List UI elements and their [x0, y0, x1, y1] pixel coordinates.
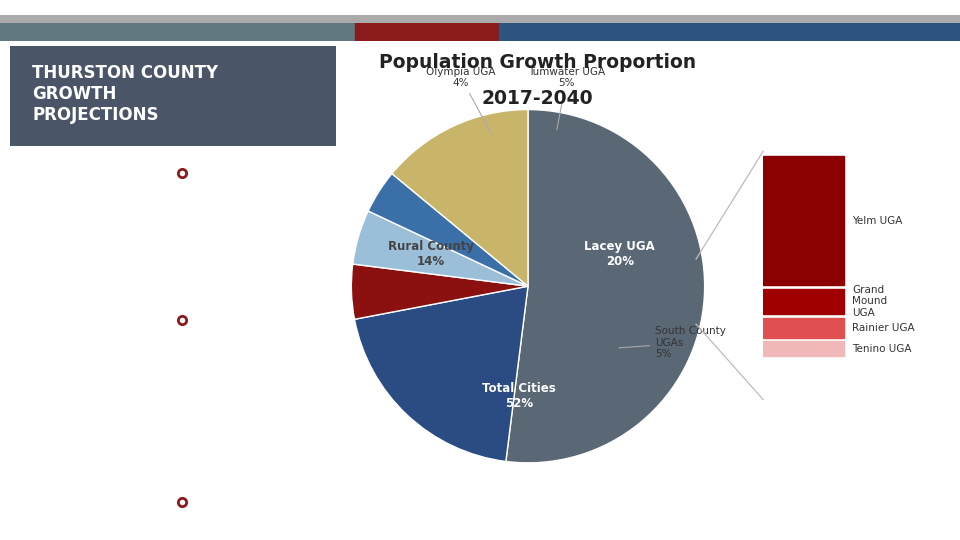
- Text: Population Growth Proportion: Population Growth Proportion: [379, 53, 696, 72]
- Bar: [763, 289, 844, 314]
- Text: Rural County
14%: Rural County 14%: [388, 240, 474, 268]
- Text: Tenino UGA: Tenino UGA: [852, 343, 912, 354]
- Text: Grand
Mound
UGA: Grand Mound UGA: [852, 285, 887, 318]
- Wedge shape: [369, 173, 528, 286]
- Text: Total Cities
52%: Total Cities 52%: [482, 382, 556, 410]
- Bar: [0, 23, 355, 40]
- Bar: [499, 23, 960, 40]
- Wedge shape: [354, 286, 528, 462]
- Text: Rainier UGA: Rainier UGA: [852, 322, 915, 333]
- Wedge shape: [351, 264, 528, 319]
- Text: 2017-2040: 2017-2040: [482, 89, 593, 108]
- Bar: [763, 318, 844, 338]
- Wedge shape: [506, 110, 705, 463]
- Text: Yelm UGA: Yelm UGA: [852, 216, 902, 226]
- Text: South County
UGAs
5%: South County UGAs 5%: [619, 326, 726, 359]
- Text: Tumwater UGA
5%: Tumwater UGA 5%: [528, 67, 606, 130]
- Text: THURSTON COUNTY
GROWTH
PROJECTIONS: THURSTON COUNTY GROWTH PROJECTIONS: [33, 64, 219, 124]
- Wedge shape: [392, 110, 528, 286]
- Bar: [355, 23, 499, 40]
- Text: Olympia UGA
4%: Olympia UGA 4%: [426, 67, 495, 133]
- Bar: [763, 341, 844, 356]
- Text: Lacey UGA
20%: Lacey UGA 20%: [585, 240, 656, 268]
- Wedge shape: [352, 211, 528, 286]
- Bar: [763, 156, 844, 285]
